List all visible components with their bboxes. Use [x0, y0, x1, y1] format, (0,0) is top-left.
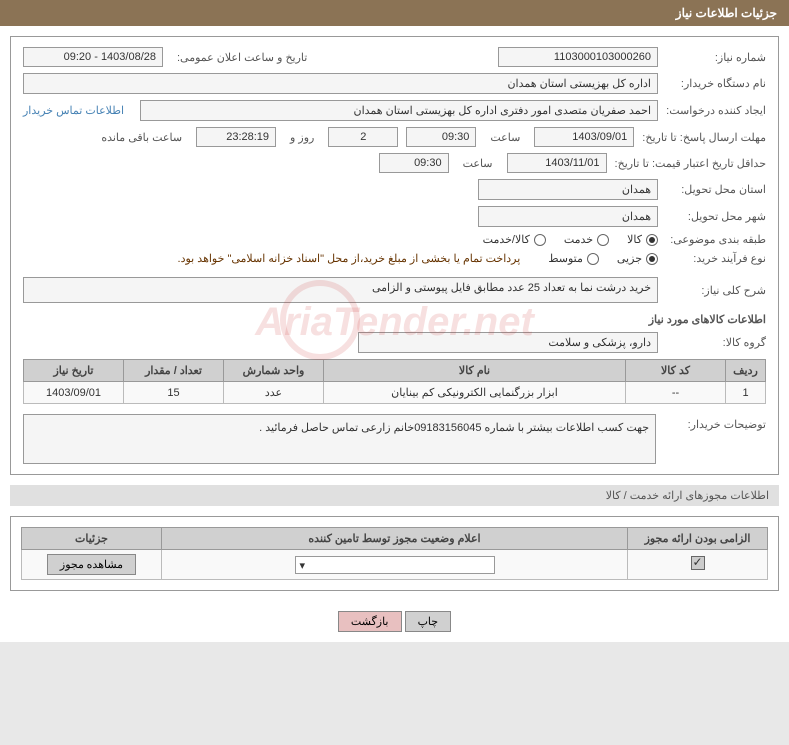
general-desc-label: شرح کلی نیاز:: [666, 284, 766, 297]
cell-qty: 15: [124, 382, 224, 404]
remaining-label: ساعت باقی مانده: [95, 131, 188, 144]
goods-table: ردیف کد کالا نام کالا واحد شمارش تعداد /…: [23, 359, 766, 404]
delivery-province-label: استان محل تحویل:: [666, 183, 766, 196]
category-label: طبقه بندی موضوعی:: [666, 233, 766, 246]
days-remaining-field: 2: [328, 127, 398, 147]
cell-name: ابزار بزرگنمایی الکترونیکی کم بینایان: [324, 382, 626, 404]
col-details: جزئیات: [22, 528, 162, 550]
radio-icon: [597, 234, 609, 246]
radio-goods-service[interactable]: کالا/خدمت: [483, 233, 546, 246]
action-buttons: چاپ بازگشت: [0, 601, 789, 642]
cell-code: --: [626, 382, 726, 404]
time-label-2: ساعت: [457, 157, 499, 170]
col-name: نام کالا: [324, 360, 626, 382]
col-status: اعلام وضعیت مجوز توسط تامین کننده: [162, 528, 628, 550]
payment-note: پرداخت تمام یا بخشی از مبلغ خرید،از محل …: [178, 252, 521, 265]
radio-goods-service-label: کالا/خدمت: [483, 233, 530, 246]
validity-time-field: 09:30: [379, 153, 449, 173]
announce-date-label: تاریخ و ساعت اعلان عمومی:: [171, 51, 313, 64]
goods-group-label: گروه کالا:: [666, 336, 766, 349]
radio-partial[interactable]: جزیی: [617, 252, 658, 265]
validity-label: حداقل تاریخ اعتبار قیمت: تا تاریخ:: [615, 157, 766, 170]
radio-icon: [534, 234, 546, 246]
need-number-field: 1103000103000260: [498, 47, 658, 67]
buyer-org-label: نام دستگاه خریدار:: [666, 77, 766, 90]
validity-date-field: 1403/11/01: [507, 153, 607, 173]
contact-buyer-link[interactable]: اطلاعات تماس خریدار: [23, 104, 132, 117]
license-row: مشاهده مجوز: [22, 550, 768, 580]
back-button[interactable]: بازگشت: [338, 611, 402, 632]
print-button[interactable]: چاپ: [405, 611, 452, 632]
time-remaining-field: 23:28:19: [196, 127, 276, 147]
radio-service[interactable]: خدمت: [564, 233, 609, 246]
cell-details: مشاهده مجوز: [22, 550, 162, 580]
mandatory-checkbox[interactable]: [691, 556, 705, 570]
deadline-label: مهلت ارسال پاسخ: تا تاریخ:: [642, 131, 766, 144]
cell-unit: عدد: [224, 382, 324, 404]
general-desc-field: خرید درشت نما به تعداد 25 عدد مطابق فایل…: [23, 277, 658, 303]
purchase-type-label: نوع فرآیند خرید:: [666, 252, 766, 265]
page-header: جزئیات اطلاعات نیاز: [0, 0, 789, 26]
announce-date-field: 1403/08/28 - 09:20: [23, 47, 163, 67]
radio-icon: [587, 253, 599, 265]
delivery-province-field: همدان: [478, 179, 658, 200]
delivery-city-field: همدان: [478, 206, 658, 227]
purchase-type-radio-group: جزیی متوسط: [548, 252, 658, 265]
goods-info-title: اطلاعات کالاهای مورد نیاز: [23, 313, 766, 326]
license-table: الزامی بودن ارائه مجوز اعلام وضعیت مجوز …: [21, 527, 768, 580]
radio-medium-label: متوسط: [548, 252, 583, 265]
goods-group-field: دارو، پزشکی و سلامت: [358, 332, 658, 353]
radio-goods-label: کالا: [627, 233, 642, 246]
buyer-notes-label: توضیحات خریدار:: [666, 414, 766, 431]
radio-service-label: خدمت: [564, 233, 593, 246]
license-section-title: اطلاعات مجوزهای ارائه خدمت / کالا: [10, 485, 779, 506]
col-qty: تعداد / مقدار: [124, 360, 224, 382]
col-date: تاریخ نیاز: [24, 360, 124, 382]
col-unit: واحد شمارش: [224, 360, 324, 382]
radio-icon: [646, 253, 658, 265]
cell-status: [162, 550, 628, 580]
cell-mandatory: [628, 550, 768, 580]
col-row: ردیف: [726, 360, 766, 382]
buyer-notes-field: جهت کسب اطلاعات بیشتر با شماره 091831560…: [23, 414, 656, 464]
delivery-city-label: شهر محل تحویل:: [666, 210, 766, 223]
radio-medium[interactable]: متوسط: [548, 252, 599, 265]
cell-date: 1403/09/01: [24, 382, 124, 404]
requester-label: ایجاد کننده درخواست:: [666, 104, 766, 117]
license-panel: الزامی بودن ارائه مجوز اعلام وضعیت مجوز …: [10, 516, 779, 591]
table-row: 1 -- ابزار بزرگنمایی الکترونیکی کم بینای…: [24, 382, 766, 404]
col-mandatory: الزامی بودن ارائه مجوز: [628, 528, 768, 550]
radio-goods[interactable]: کالا: [627, 233, 658, 246]
cell-num: 1: [726, 382, 766, 404]
time-label-1: ساعت: [484, 131, 526, 144]
category-radio-group: کالا خدمت کالا/خدمت: [483, 233, 658, 246]
radio-partial-label: جزیی: [617, 252, 642, 265]
view-license-button[interactable]: مشاهده مجوز: [47, 554, 136, 575]
deadline-time-field: 09:30: [406, 127, 476, 147]
buyer-org-field: اداره کل بهزیستی استان همدان: [23, 73, 658, 94]
requester-field: احمد صفریان متصدی امور دفتری اداره کل به…: [140, 100, 658, 121]
need-number-label: شماره نیاز:: [666, 51, 766, 64]
days-and-label: روز و: [284, 131, 320, 144]
deadline-date-field: 1403/09/01: [534, 127, 634, 147]
radio-icon: [646, 234, 658, 246]
status-select[interactable]: [295, 556, 495, 574]
col-code: کد کالا: [626, 360, 726, 382]
main-form-panel: شماره نیاز: 1103000103000260 تاریخ و ساع…: [10, 36, 779, 475]
page-title: جزئیات اطلاعات نیاز: [676, 6, 777, 20]
